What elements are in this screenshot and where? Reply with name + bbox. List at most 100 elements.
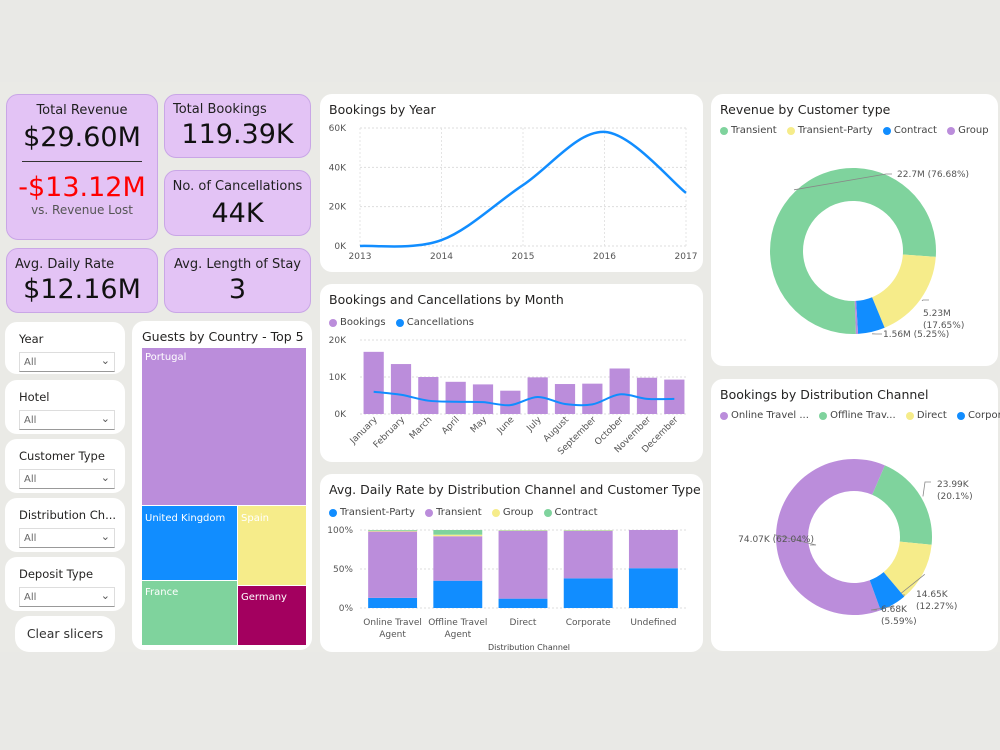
x-tick-label: Undefined	[630, 618, 676, 628]
kpi-label: No. of Cancellations	[172, 179, 303, 194]
kpi-avg-daily-rate: Avg. Daily Rate $12.16M	[6, 248, 158, 313]
kpi-value: 119.39K	[181, 119, 294, 150]
revenue-by-customer-type-card: Revenue by Customer type Transient Trans…	[711, 94, 998, 366]
legend-item: Transient	[720, 125, 777, 136]
kpi-value: 44K	[211, 198, 264, 229]
channel-donut-chart: 74.07K (62.04%) 23.99K (20.1%) 14.65K (12.27…	[738, 459, 973, 627]
legend-dot	[905, 411, 914, 420]
kpi-label: Avg. Daily Rate	[15, 257, 115, 272]
dashboard-canvas: Total Revenue $29.60M -$13.12M vs. Reven…	[0, 82, 1000, 652]
legend-item: Transient-Party	[786, 125, 873, 136]
treemap-portugal[interactable]: Portugal	[142, 348, 306, 505]
legend-label: Transient-Party	[340, 507, 415, 518]
leader-line	[773, 534, 817, 546]
legend-dot	[329, 508, 337, 517]
slicer-dropdown[interactable]: All ⌄	[19, 410, 115, 430]
x-tick-label: April	[440, 415, 462, 437]
slicer-dropdown[interactable]: All ⌄	[19, 469, 115, 489]
legend-item: Cancellations	[395, 317, 474, 328]
treemap-spain[interactable]: Spain	[238, 506, 306, 585]
data-label: 23.99K	[937, 480, 970, 490]
x-tick-label: Online Travel	[363, 618, 422, 628]
donut-slice	[770, 167, 936, 334]
bookings-cancellations-month-card: Bookings and Cancellations by Month Book…	[320, 284, 703, 462]
legend-dot	[956, 411, 965, 420]
legend-dot	[819, 411, 828, 420]
kpi-avg-length-of-stay: Avg. Length of Stay 3	[164, 248, 311, 313]
bar-bookings	[527, 377, 548, 414]
leader-line	[922, 481, 931, 497]
legend-item: Contract	[543, 507, 598, 518]
adr-by-channel-card: Avg. Daily Rate by Distribution Channel …	[320, 474, 703, 652]
donut-slice	[776, 459, 885, 615]
donut-slice	[854, 300, 859, 334]
kpi-total-bookings: Total Bookings 119.39K	[164, 94, 311, 158]
legend-item: Group	[491, 507, 533, 518]
clear-slicers-button[interactable]: Clear slicers	[15, 616, 115, 652]
legend-label: Online Travel ...	[731, 410, 809, 421]
bar-bookings	[664, 379, 685, 414]
clear-slicers-label: Clear slicers	[26, 626, 104, 641]
leader-line	[921, 299, 929, 302]
kpi-value: $29.60M	[23, 122, 141, 153]
legend-dot	[543, 508, 552, 517]
legend-item: Online Travel ...	[720, 410, 809, 421]
bar-segment	[433, 530, 483, 535]
chart-title: Guests by Country - Top 5	[142, 329, 304, 344]
y-tick-label: 20K	[329, 203, 347, 213]
slicer-value: All	[24, 533, 37, 544]
treemap-france[interactable]: France	[142, 581, 237, 645]
chart-title: Revenue by Customer type	[720, 102, 891, 117]
donut-slice	[869, 572, 905, 611]
slicer-dropdown[interactable]: All ⌄	[19, 587, 115, 607]
treemap-label: Germany	[241, 592, 287, 603]
treemap-label: United Kingdom	[145, 513, 226, 524]
chart-title: Avg. Daily Rate by Distribution Channel …	[329, 482, 701, 497]
y-tick-label: 20K	[329, 336, 347, 346]
slicer-value: All	[24, 474, 37, 485]
slicer-value: All	[24, 592, 37, 603]
legend-item: Offline Trav...	[819, 410, 896, 421]
x-tick-label: Agent	[379, 630, 406, 640]
x-tick-label: 2016	[593, 252, 616, 262]
legend-label: Offline Trav...	[830, 410, 896, 421]
bar-bookings	[554, 384, 576, 414]
bar-bookings	[418, 377, 439, 414]
bar-bookings	[390, 364, 412, 414]
slicer-label: Customer Type	[19, 449, 105, 463]
bar-segment	[498, 530, 548, 599]
legend-item: Transient	[425, 507, 482, 518]
legend-label: Contract	[554, 507, 598, 518]
treemap-germany[interactable]: Germany	[238, 586, 306, 645]
data-label: 22.7M (76.68%)	[897, 170, 969, 180]
legend-label: Transient	[436, 507, 482, 518]
y-tick-label: 0K	[334, 242, 347, 252]
legend-dot	[329, 318, 337, 327]
bar-segment	[628, 530, 678, 569]
x-tick-label: Agent	[444, 630, 471, 640]
chart-title: Bookings and Cancellations by Month	[329, 292, 564, 307]
chevron-down-icon: ⌄	[100, 471, 110, 484]
legend-item: Transient-Party	[329, 507, 415, 518]
data-label: (17.65%)	[923, 321, 964, 331]
legend-item: Corporate	[956, 410, 1000, 421]
donut-slice	[872, 465, 932, 545]
x-tick-label: Corporate	[566, 618, 611, 628]
chevron-down-icon: ⌄	[100, 354, 110, 367]
treemap-united-kingdom[interactable]: United Kingdom	[142, 506, 237, 580]
bar-bookings	[500, 390, 521, 414]
slicer-label: Hotel	[19, 390, 50, 404]
slicer-distribution-channel: Distribution Ch... All ⌄	[5, 498, 125, 552]
chevron-down-icon: ⌄	[100, 530, 110, 543]
bar-segment	[498, 598, 548, 608]
y-tick-label: 40K	[329, 163, 347, 173]
y-tick-label: 100%	[327, 526, 353, 536]
slicer-dropdown[interactable]: All ⌄	[19, 352, 115, 372]
legend-label: Group	[958, 125, 989, 136]
revenue-donut-chart: 22.7M (76.68%) 5.23M (17.65%)1.56M (5.25%)	[770, 167, 969, 340]
slicer-dropdown[interactable]: All ⌄	[19, 528, 115, 548]
x-axis-title: Distribution Channel	[488, 643, 570, 652]
legend-dot	[786, 126, 795, 135]
x-tick-label: Direct	[510, 618, 537, 628]
legend-dot	[947, 126, 956, 135]
